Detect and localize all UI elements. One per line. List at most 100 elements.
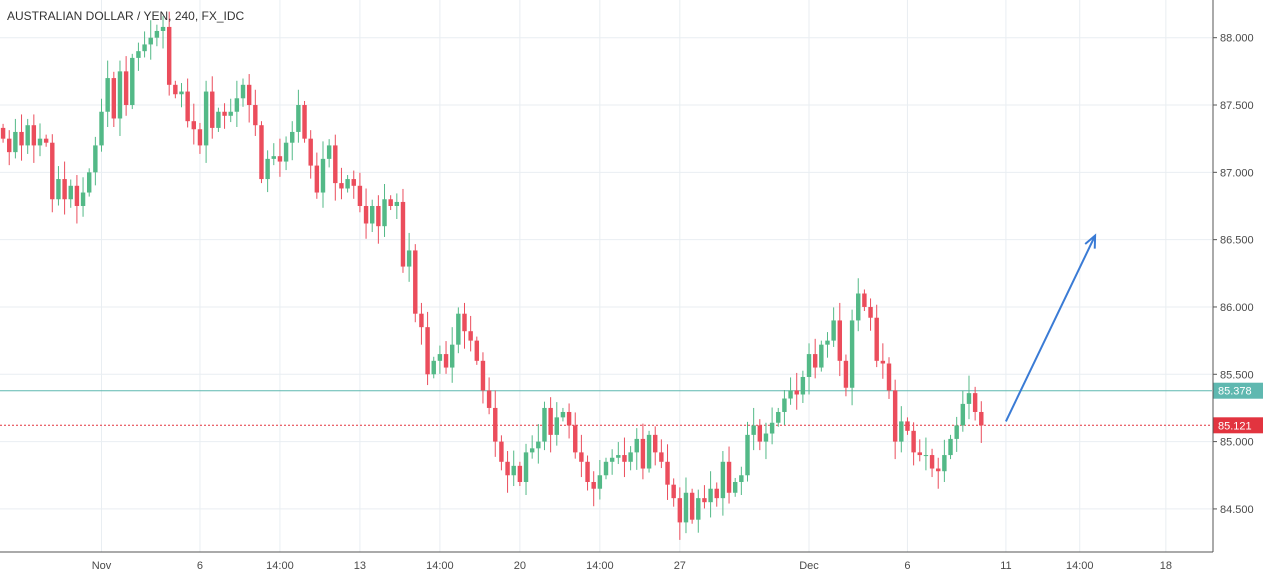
candle	[93, 136, 98, 186]
candle	[536, 424, 541, 464]
candle	[812, 338, 818, 379]
candle-body	[886, 363, 892, 391]
candle-body	[80, 192, 86, 206]
candle-body	[702, 498, 707, 503]
candle-body	[739, 475, 744, 482]
candle-body	[788, 390, 793, 399]
candle	[917, 439, 922, 462]
candle-body	[185, 91, 190, 122]
candle-body	[812, 354, 818, 368]
candle-body	[972, 393, 978, 412]
candle-body	[68, 185, 73, 200]
candle	[942, 439, 947, 482]
candle-body	[154, 30, 160, 38]
x-tick-label: 6	[197, 560, 203, 572]
candle-body	[622, 455, 627, 462]
candle	[339, 167, 344, 200]
candle-body	[437, 354, 443, 361]
candle	[573, 412, 578, 459]
candle	[253, 89, 258, 136]
level-line-label-bg	[1213, 382, 1263, 399]
candle	[62, 161, 67, 215]
x-tick-label: Dec	[799, 560, 819, 572]
candle	[837, 302, 843, 377]
candle-body	[351, 179, 356, 186]
candle	[579, 434, 584, 478]
candle	[216, 107, 221, 132]
candle	[259, 121, 264, 184]
candle	[548, 397, 553, 453]
candle-body	[19, 131, 24, 146]
candle	[511, 450, 516, 487]
candle	[486, 377, 492, 415]
candle	[868, 298, 873, 331]
candle-body	[689, 492, 695, 520]
candle	[603, 457, 609, 480]
candle	[326, 139, 332, 168]
candle-body	[603, 461, 609, 476]
candle-body	[745, 434, 750, 476]
candle-body	[677, 498, 683, 523]
candle	[708, 471, 713, 518]
candle-body	[726, 461, 732, 493]
candle-body	[769, 422, 775, 434]
candle	[376, 195, 381, 244]
candle	[825, 332, 830, 358]
candle	[43, 134, 49, 147]
candle-body	[585, 461, 590, 482]
candle	[394, 193, 400, 220]
candle	[357, 172, 363, 213]
candle-body	[222, 111, 227, 116]
candle-body	[468, 331, 473, 341]
candle	[456, 307, 461, 354]
candle	[148, 20, 153, 60]
candle	[99, 98, 104, 152]
y-tick-label: 85.500	[1220, 369, 1254, 381]
candle	[542, 401, 547, 451]
candle-body	[290, 131, 295, 143]
candle-body	[856, 293, 861, 321]
candle-body	[499, 441, 504, 462]
candle	[628, 446, 633, 471]
candle-body	[210, 91, 215, 128]
candle	[25, 118, 30, 154]
candle	[856, 278, 861, 332]
candle-body	[542, 407, 547, 442]
candle-body	[616, 455, 621, 458]
x-tick-label: 14:00	[266, 560, 294, 572]
candle-body	[480, 360, 486, 391]
candle-body	[776, 411, 781, 423]
candle	[640, 423, 646, 480]
candle	[757, 419, 763, 451]
candle-body	[25, 125, 30, 146]
candle	[616, 442, 621, 465]
candle-body	[665, 461, 670, 485]
candle	[622, 437, 627, 478]
candle	[966, 375, 972, 420]
candle	[308, 130, 313, 179]
x-tick-label: 13	[354, 560, 366, 572]
candle	[782, 389, 787, 425]
candle-body	[413, 250, 418, 314]
chart-title: AUSTRALIAN DOLLAR / YEN, 240, FX_IDC	[7, 9, 245, 23]
candle-body	[425, 327, 430, 375]
candle-body	[277, 156, 283, 162]
candle	[443, 341, 449, 374]
candle-body	[548, 407, 553, 435]
axes: 84.500 85.000 85.500 86.000 86.500 87.000 87.5…	[0, 0, 1254, 572]
candle-body	[105, 78, 110, 112]
candle-body	[93, 145, 98, 173]
candle	[499, 435, 504, 471]
candle-body	[382, 199, 387, 227]
candle-body	[62, 179, 67, 200]
candle-body	[50, 142, 55, 200]
candle	[554, 402, 559, 446]
candle-body	[7, 138, 12, 153]
candle	[56, 166, 61, 206]
candle-body	[511, 465, 516, 476]
candle	[886, 357, 892, 399]
candle-body	[130, 57, 135, 106]
candle-body	[283, 142, 289, 162]
candle	[228, 98, 233, 123]
